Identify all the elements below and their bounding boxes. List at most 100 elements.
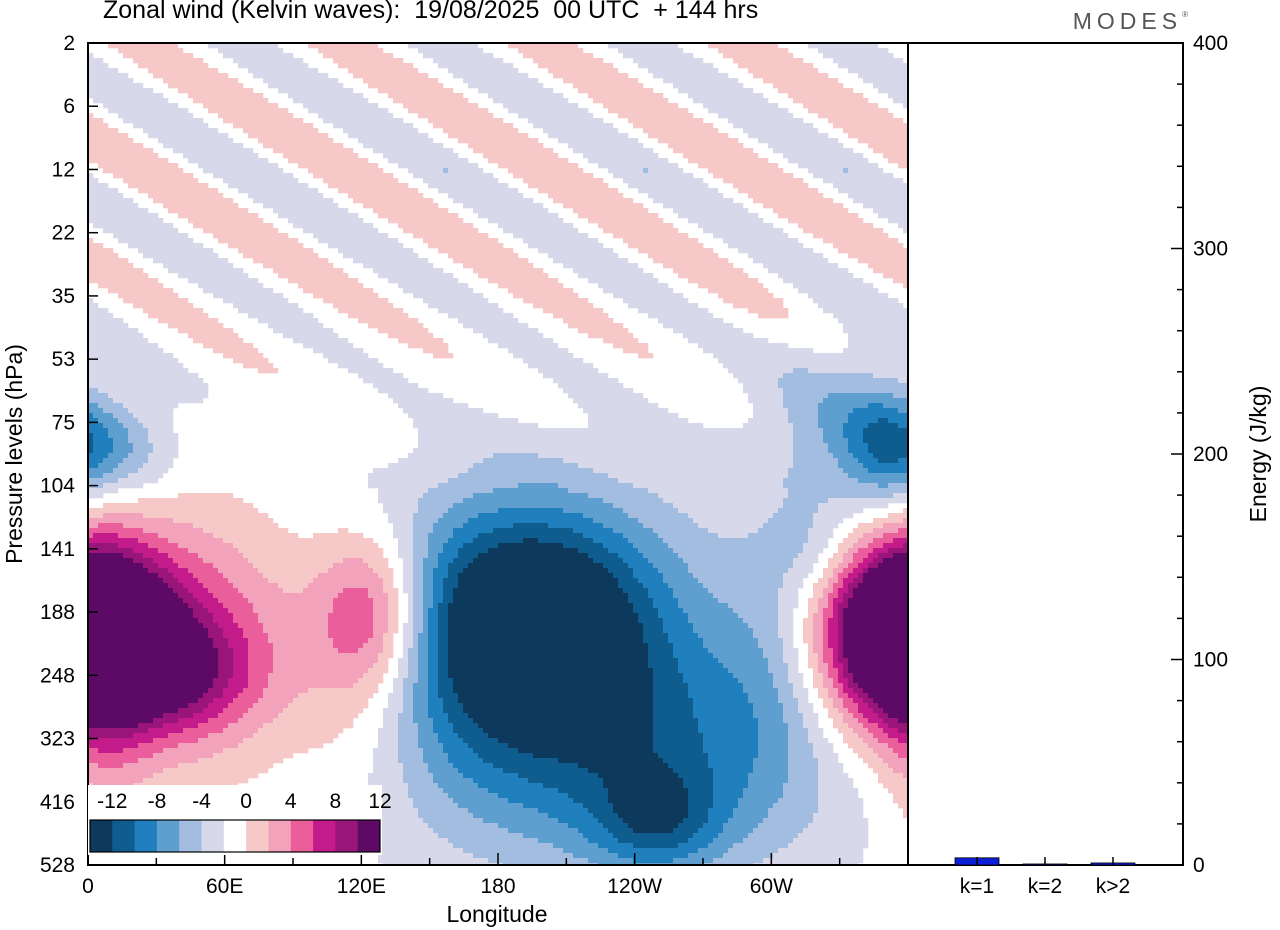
heatmap-cell — [878, 58, 883, 63]
heatmap-cell — [623, 78, 628, 83]
heatmap-cell — [788, 83, 793, 88]
heatmap-cell — [283, 108, 288, 113]
heatmap-cell — [203, 73, 208, 78]
heatmap-cell — [433, 93, 438, 98]
heatmap-cell — [598, 98, 603, 103]
wind-heatmap — [88, 43, 908, 868]
heatmap-cell — [153, 93, 158, 98]
heatmap-cell — [473, 103, 478, 108]
heatmap-cell — [718, 98, 723, 103]
heatmap-cell — [373, 108, 378, 113]
heatmap-cell — [688, 73, 693, 78]
heatmap-cell — [898, 93, 903, 98]
heatmap-cell — [718, 88, 723, 93]
heatmap-cell — [218, 98, 223, 103]
heatmap-cell — [438, 53, 443, 58]
heatmap-cell — [223, 108, 228, 113]
heatmap-cell — [373, 68, 378, 73]
heatmap-cell — [313, 88, 318, 93]
heatmap-cell — [523, 103, 528, 108]
heatmap-cell — [698, 63, 703, 68]
heatmap-cell — [468, 68, 473, 73]
heatmap-cell — [278, 83, 283, 88]
heatmap-cell — [428, 78, 433, 83]
heatmap-cell — [813, 83, 818, 88]
heatmap-cell — [793, 93, 798, 98]
heatmap-cell — [98, 68, 103, 73]
heatmap-cell — [303, 98, 308, 103]
heatmap-cell — [368, 58, 373, 63]
heatmap-cell — [783, 78, 788, 83]
heatmap-cell — [883, 68, 888, 73]
heatmap-cell — [563, 68, 568, 73]
heatmap-cell — [318, 108, 323, 113]
heatmap-cell — [468, 48, 473, 53]
heatmap-cell — [888, 53, 893, 58]
heatmap-cell — [338, 58, 343, 63]
heatmap-cell — [208, 78, 213, 83]
heatmap-cell — [233, 93, 238, 98]
heatmap-cell — [788, 68, 793, 73]
heatmap-cell — [723, 73, 728, 78]
heatmap-cell — [853, 53, 858, 58]
heatmap-cell — [198, 63, 203, 68]
heatmap-cell — [233, 83, 238, 88]
heatmap-cell — [753, 93, 758, 98]
heatmap-cell — [338, 63, 343, 68]
heatmap-cell — [773, 58, 778, 63]
heatmap-cell — [658, 73, 663, 78]
heatmap-cell — [868, 63, 873, 68]
heatmap-cell — [683, 63, 688, 68]
heatmap-cell — [583, 73, 588, 78]
heatmap-cell — [833, 48, 838, 53]
heatmap-cell — [828, 98, 833, 103]
heatmap-cell — [238, 108, 243, 113]
heatmap-cell — [818, 73, 823, 78]
heatmap-cell — [833, 88, 838, 93]
heatmap-cell — [508, 98, 513, 103]
heatmap-cell — [868, 78, 873, 83]
heatmap-cell — [158, 68, 163, 73]
heatmap-cell — [163, 98, 168, 103]
heatmap-cell — [623, 73, 628, 78]
heatmap-cell — [778, 58, 783, 63]
heatmap-cell — [758, 93, 763, 98]
heatmap-cell — [463, 68, 468, 73]
heatmap-cell — [543, 98, 548, 103]
heatmap-cell — [608, 68, 613, 73]
heatmap-cell — [673, 58, 678, 63]
heatmap-cell — [353, 53, 358, 58]
heatmap-cell — [393, 73, 398, 78]
heatmap-cell — [863, 63, 868, 68]
heatmap-cell — [273, 108, 278, 113]
heatmap-cell — [728, 93, 733, 98]
heatmap-cell — [233, 108, 238, 113]
heatmap-cell — [708, 78, 713, 83]
heatmap-cell — [408, 78, 413, 83]
heatmap-cell — [568, 73, 573, 78]
heatmap-cell — [693, 63, 698, 68]
heatmap-cell — [268, 73, 273, 78]
heatmap-cell — [108, 78, 113, 83]
heatmap-cell — [708, 93, 713, 98]
heatmap-cell — [808, 83, 813, 88]
heatmap-cell — [133, 98, 138, 103]
heatmap-cell — [173, 78, 178, 83]
heatmap-cell — [618, 83, 623, 88]
heatmap-cell — [103, 73, 108, 78]
heatmap-cell — [588, 73, 593, 78]
heatmap-cell — [478, 48, 483, 53]
heatmap-cell — [593, 88, 598, 93]
heatmap-cell — [323, 88, 328, 93]
heatmap-cell — [298, 73, 303, 78]
heatmap-cell — [128, 78, 133, 83]
heatmap-cell — [828, 93, 833, 98]
heatmap-cell — [178, 73, 183, 78]
heatmap-cell — [588, 93, 593, 98]
heatmap-cell — [593, 83, 598, 88]
heatmap-cell — [668, 103, 673, 108]
heatmap-cell — [783, 68, 788, 73]
heatmap-cell — [623, 88, 628, 93]
heatmap-cell — [293, 83, 298, 88]
heatmap-cell — [873, 48, 878, 53]
